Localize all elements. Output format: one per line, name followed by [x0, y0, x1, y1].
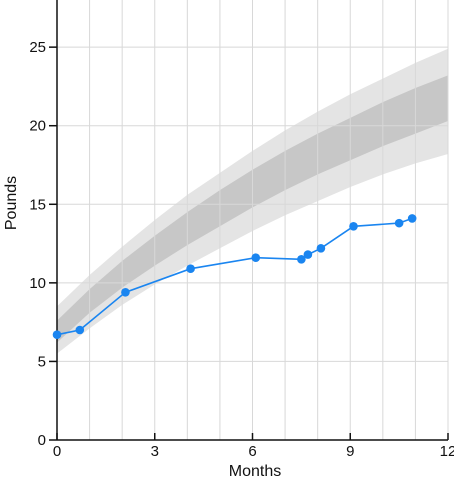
- grid-lines: [57, 0, 449, 440]
- data-point: [394, 218, 404, 228]
- x-tick-label: 12: [440, 443, 454, 460]
- data-point: [349, 221, 358, 231]
- x-tick-label: 9: [346, 443, 354, 460]
- weight-series: [52, 214, 417, 340]
- y-tick-label: 10: [29, 275, 46, 292]
- data-point: [52, 330, 62, 340]
- data-point: [316, 243, 326, 253]
- x-tick-label: 6: [248, 443, 256, 460]
- y-tick-label: 0: [38, 432, 46, 449]
- tick-labels: 0 5 10 15 20 25 0 3 6 9 12: [29, 39, 454, 460]
- data-point: [121, 287, 130, 297]
- y-axis-label: Pounds: [3, 176, 20, 230]
- y-tick-label: 5: [38, 353, 46, 370]
- data-point: [186, 264, 195, 274]
- data-point: [407, 214, 417, 223]
- data-point: [75, 325, 85, 335]
- x-axis-label: Months: [229, 463, 281, 480]
- x-tick-label: 0: [53, 443, 61, 460]
- data-point: [251, 253, 261, 263]
- x-tick-label: 3: [151, 443, 159, 460]
- y-tick-label: 20: [29, 118, 46, 135]
- data-point: [297, 254, 306, 264]
- y-tick-label: 15: [29, 196, 46, 213]
- y-tick-label: 25: [29, 39, 46, 56]
- data-point: [303, 250, 313, 259]
